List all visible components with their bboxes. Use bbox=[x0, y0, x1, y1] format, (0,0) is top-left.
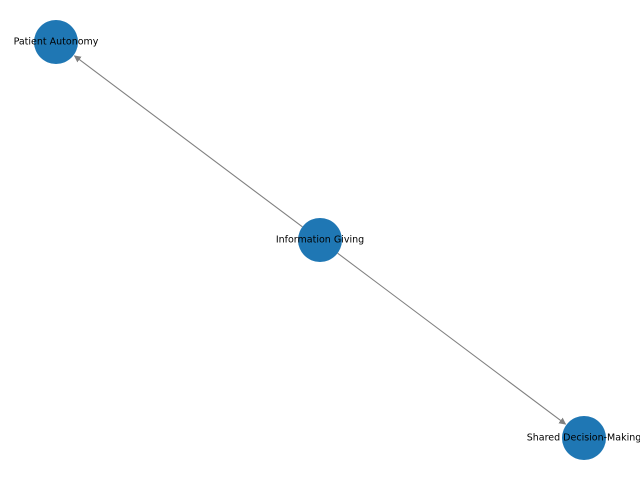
labels-layer: Information Giving Patient Autonomy Shared… bbox=[14, 37, 640, 444]
nodes-layer bbox=[34, 20, 606, 460]
edges-layer bbox=[73, 55, 567, 425]
node-label-sdm: Shared Decision-Making bbox=[527, 433, 640, 444]
node-sdm[interactable] bbox=[562, 416, 606, 460]
node-autonomy[interactable] bbox=[34, 20, 78, 64]
node-label-info: Information Giving bbox=[276, 235, 364, 246]
edge-info-to-autonomy bbox=[73, 55, 303, 228]
node-info[interactable] bbox=[298, 218, 342, 262]
node-label-autonomy: Patient Autonomy bbox=[14, 37, 99, 48]
edge-info-to-sdm bbox=[337, 252, 567, 425]
